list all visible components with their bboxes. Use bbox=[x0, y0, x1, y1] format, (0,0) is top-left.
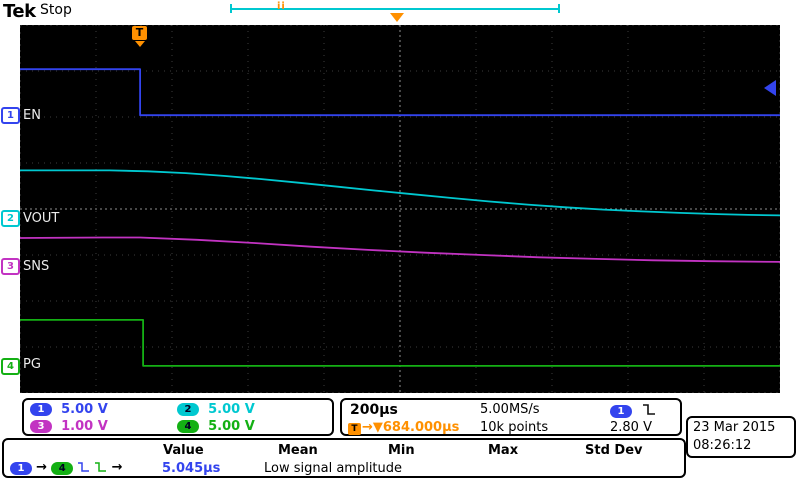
channel-4-position-flag: 4 bbox=[1, 358, 20, 375]
trigger-t-marker-icon: T bbox=[132, 26, 147, 40]
date-readout: 23 Mar 2015 bbox=[693, 420, 776, 435]
trigger-source-badge: 1 bbox=[610, 405, 632, 418]
datetime-box: 23 Mar 2015 08:26:12 bbox=[686, 416, 796, 458]
graticule-area bbox=[19, 25, 781, 393]
trigger-t-icon: T bbox=[348, 423, 361, 435]
expansion-marker-icon: ii bbox=[277, 1, 286, 12]
measurement-header-max: Max bbox=[488, 443, 519, 458]
trigger-level-arrow-icon bbox=[764, 80, 776, 96]
measurement-source-icons: 1 → 4 → bbox=[10, 460, 123, 476]
waveform-traces bbox=[19, 68, 781, 367]
trigger-source-readout: 1 bbox=[610, 403, 656, 419]
channel-2-scale: 5.00 V bbox=[208, 402, 255, 417]
channel-4-label: PG bbox=[23, 357, 41, 372]
channel-1-badge: 1 bbox=[30, 403, 52, 416]
tek-logo: Tek bbox=[3, 1, 36, 22]
falling-edge-icon bbox=[95, 462, 107, 472]
channel-3-readout: 3 1.00 V bbox=[30, 419, 108, 434]
channel-1-scale: 5.00 V bbox=[61, 402, 108, 417]
measurement-arrow-icon: → bbox=[36, 460, 48, 475]
trigger-delay-value: 684.000µs bbox=[382, 420, 460, 435]
measurement-header-min: Min bbox=[388, 443, 415, 458]
delay-position-marker-icon bbox=[390, 13, 404, 22]
measurement-to-badge: 4 bbox=[51, 462, 74, 475]
trigger-position-readout: T →▼684.000µs bbox=[348, 420, 459, 435]
graticule bbox=[20, 25, 780, 393]
trace-vout bbox=[20, 169, 781, 217]
waveform-display bbox=[19, 25, 781, 393]
trigger-t-marker-tail-icon bbox=[135, 41, 145, 47]
trace-pg bbox=[20, 318, 780, 367]
channel-2-position-flag: 2 bbox=[1, 210, 20, 227]
record-bar-left-tick bbox=[230, 4, 232, 13]
channel-4-scale: 5.00 V bbox=[208, 419, 255, 434]
measurement-box: Value Mean Min Max Std Dev 1 → 4 → 5.045… bbox=[2, 438, 686, 478]
record-length-readout: 10k points bbox=[480, 420, 549, 435]
falling-edge-icon bbox=[78, 462, 90, 472]
horizontal-readout-box: 200µs 5.00MS/s 1 T →▼684.000µs 10k points… bbox=[340, 398, 682, 436]
channel-3-scale: 1.00 V bbox=[61, 419, 108, 434]
time-readout: 08:26:12 bbox=[693, 438, 752, 453]
channel-2-badge: 2 bbox=[177, 403, 199, 416]
record-bar bbox=[232, 8, 558, 10]
timebase-readout: 200µs bbox=[350, 402, 398, 418]
measurement-note: Low signal amplitude bbox=[264, 461, 403, 476]
center-axes bbox=[20, 25, 780, 393]
channel-2-readout: 2 5.00 V bbox=[177, 402, 255, 417]
trigger-slope-falling-icon bbox=[643, 404, 656, 415]
measurement-header-value: Value bbox=[163, 443, 204, 458]
measurement-arrow-icon: → bbox=[111, 460, 123, 475]
channel-2-label: VOUT bbox=[23, 211, 60, 226]
acquisition-status: Stop bbox=[40, 2, 72, 18]
measurement-header-mean: Mean bbox=[278, 443, 318, 458]
record-bar-right-tick bbox=[558, 4, 560, 13]
measurement-header-stddev: Std Dev bbox=[585, 443, 643, 458]
channel-1-readout: 1 5.00 V bbox=[30, 402, 108, 417]
sample-rate-readout: 5.00MS/s bbox=[480, 402, 540, 417]
channel-1-position-flag: 1 bbox=[1, 107, 20, 124]
trace-sns bbox=[19, 236, 781, 263]
channel-3-badge: 3 bbox=[30, 420, 52, 433]
channel-4-badge: 4 bbox=[177, 420, 199, 433]
measurement-value: 5.045µs bbox=[162, 461, 221, 476]
channel-3-label: SNS bbox=[23, 259, 50, 274]
channel-3-position-flag: 3 bbox=[1, 258, 20, 275]
measurement-from-badge: 1 bbox=[10, 462, 32, 475]
trace-en bbox=[20, 68, 780, 117]
channel-4-readout: 4 5.00 V bbox=[177, 419, 255, 434]
channel-1-label: EN bbox=[23, 108, 41, 123]
vertical-readout-box: 1 5.00 V 2 5.00 V 3 1.00 V 4 5.00 V bbox=[22, 398, 334, 436]
trigger-level-readout: 2.80 V bbox=[610, 420, 652, 435]
trigger-delay-arrow-icon: →▼ bbox=[362, 420, 383, 435]
